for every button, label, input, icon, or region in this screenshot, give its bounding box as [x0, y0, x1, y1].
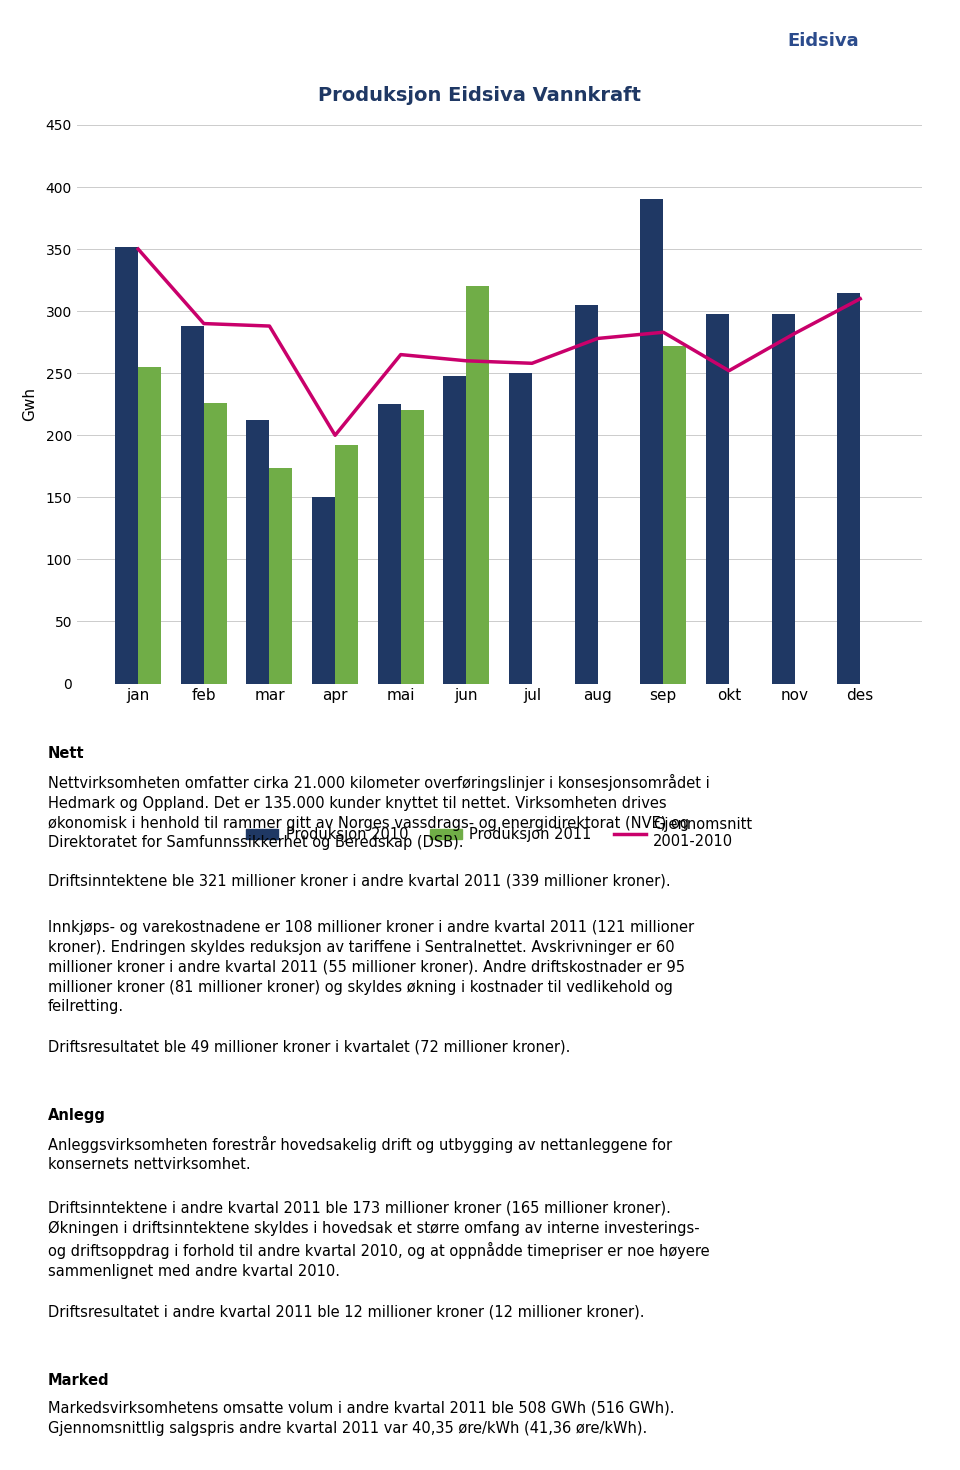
Bar: [115, 247, 138, 684]
Bar: [467, 287, 490, 684]
Text: Produksjon Eidsiva Vannkraft: Produksjon Eidsiva Vannkraft: [319, 87, 641, 104]
Bar: [640, 200, 663, 684]
Bar: [772, 313, 795, 684]
Text: Marked: Marked: [48, 1373, 109, 1388]
Text: Markedsvirksomhetens omsatte volum i andre kvartal 2011 ble 508 GWh (516 GWh).
G: Markedsvirksomhetens omsatte volum i and…: [48, 1401, 675, 1436]
Text: Innkjøps- og varekostnadene er 108 millioner kroner i andre kvartal 2011 (121 mi: Innkjøps- og varekostnadene er 108 milli…: [48, 920, 694, 1014]
Text: Driftsinntektene i andre kvartal 2011 ble 173 millioner kroner (165 millioner kr: Driftsinntektene i andre kvartal 2011 bl…: [48, 1201, 709, 1279]
Bar: [706, 313, 729, 684]
Text: Driftsresultatet ble 49 millioner kroner i kvartalet (72 millioner kroner).: Driftsresultatet ble 49 millioner kroner…: [48, 1039, 570, 1054]
Text: Anleggsvirksomheten forestrår hovedsakelig drift og utbygging av nettanleggene f: Anleggsvirksomheten forestrår hovedsakel…: [48, 1135, 672, 1173]
Bar: [204, 403, 227, 684]
Y-axis label: Gwh: Gwh: [22, 387, 37, 422]
Text: Nettvirksomheten omfatter cirka 21.000 kilometer overføringslinjer i konsesjonso: Nettvirksomheten omfatter cirka 21.000 k…: [48, 775, 709, 850]
Text: Driftsinntektene ble 321 millioner kroner i andre kvartal 2011 (339 millioner kr: Driftsinntektene ble 321 millioner krone…: [48, 873, 671, 889]
Bar: [509, 373, 532, 684]
Bar: [138, 368, 161, 684]
Bar: [378, 404, 400, 684]
Bar: [400, 410, 423, 684]
Text: Driftsresultatet i andre kvartal 2011 ble 12 millioner kroner (12 millioner kron: Driftsresultatet i andre kvartal 2011 bl…: [48, 1305, 644, 1320]
Bar: [180, 326, 204, 684]
Bar: [837, 293, 860, 684]
Text: Eidsiva: Eidsiva: [787, 32, 859, 50]
Bar: [247, 420, 270, 684]
Bar: [335, 445, 358, 684]
Text: Nett: Nett: [48, 747, 84, 761]
Legend: Produksjon 2010, Produksjon 2011, Gjennomsnitt
2001-2010: Produksjon 2010, Produksjon 2011, Gjenno…: [240, 811, 758, 856]
Bar: [575, 304, 598, 684]
Bar: [444, 376, 467, 684]
Bar: [270, 467, 293, 684]
Bar: [312, 497, 335, 684]
Text: Anlegg: Anlegg: [48, 1108, 106, 1123]
Bar: [663, 345, 686, 684]
